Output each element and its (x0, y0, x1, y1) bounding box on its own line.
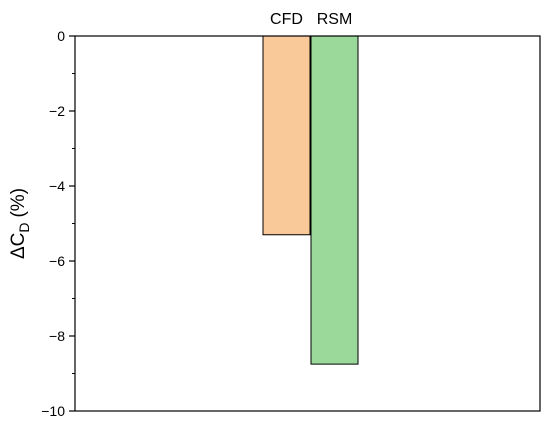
category-label-rsm: RSM (317, 11, 353, 28)
y-tick-label: −6 (49, 253, 65, 269)
y-axis-title-unit: (%) (8, 188, 29, 218)
y-tick-label: −2 (49, 103, 65, 119)
category-label-cfd: CFD (270, 11, 303, 28)
y-tick-label: −10 (41, 403, 65, 419)
y-tick-label: −8 (49, 328, 65, 344)
plot-area-frame (74, 35, 541, 412)
y-axis-ticks: 0 −2 −4 −6 −8 −10 (41, 28, 75, 419)
y-axis-title-main: ΔC (8, 233, 29, 259)
y-tick-label: −4 (49, 178, 65, 194)
y-tick-label: 0 (57, 28, 65, 44)
bars (262, 35, 359, 365)
bar-rsm (310, 35, 359, 365)
y-axis-title-subscript: D (16, 223, 32, 233)
y-axis-title: ΔCD (%) (8, 188, 32, 259)
bar-cfd (262, 35, 311, 236)
bar-labels: CFD RSM (270, 11, 352, 28)
